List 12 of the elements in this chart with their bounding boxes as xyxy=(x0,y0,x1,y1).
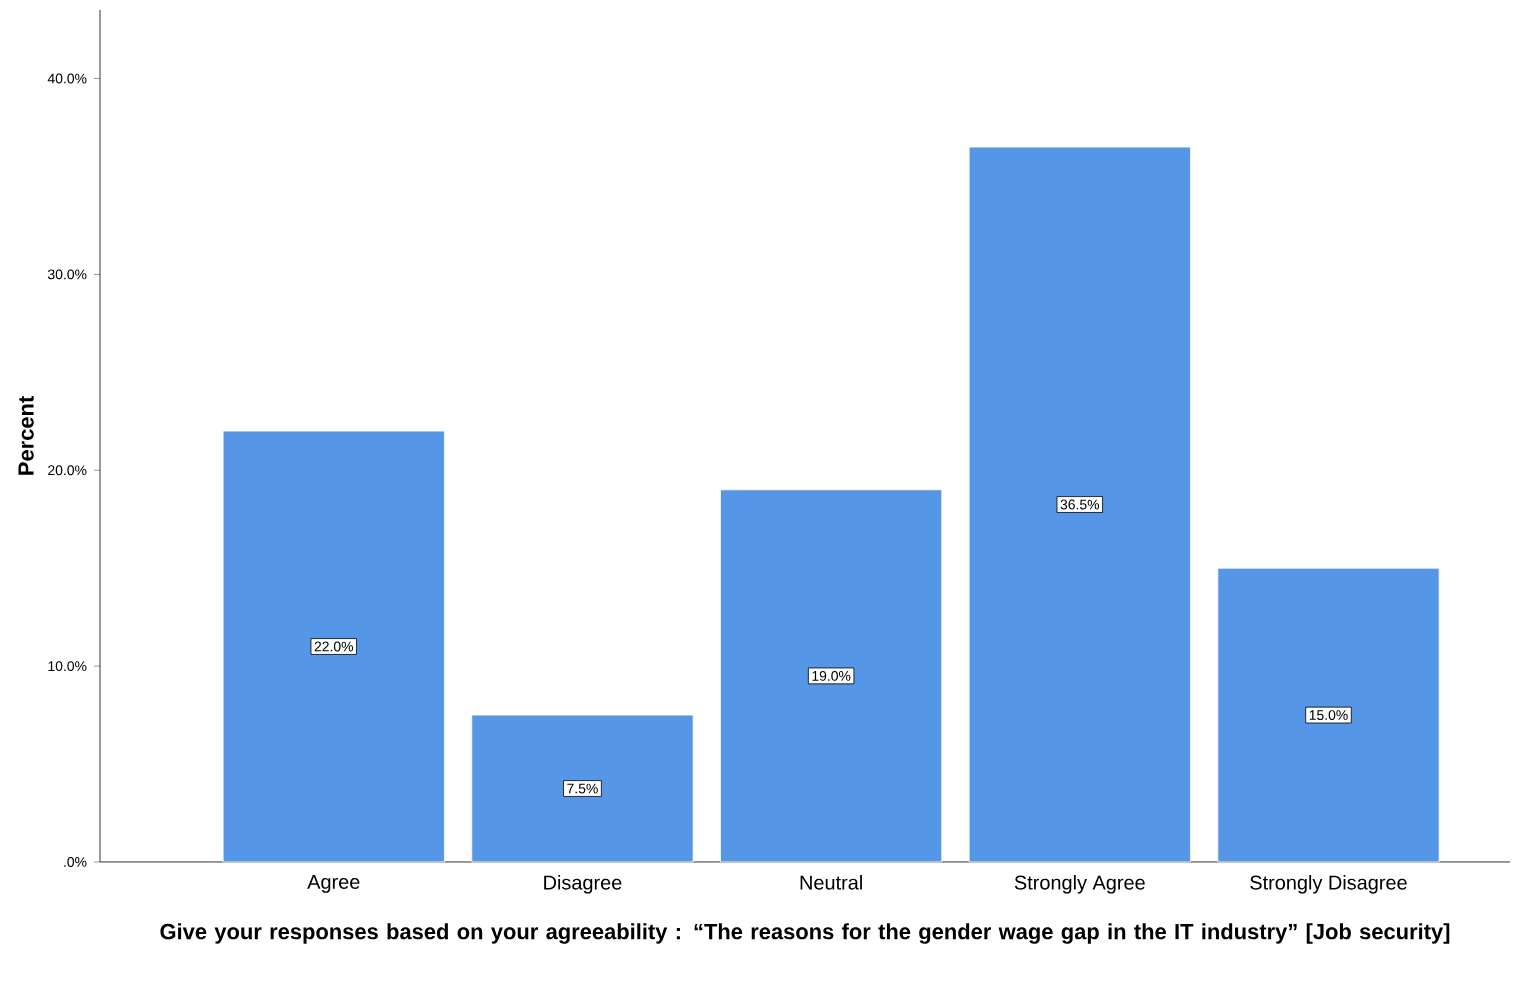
bar xyxy=(968,146,1191,863)
bar xyxy=(222,430,445,863)
x-tick-label: Agree xyxy=(307,875,360,893)
x-axis-title: Give your responses based on your agreeability : “The reasons for the gender wage gap in the IT industry” [Job security] xyxy=(160,923,1450,944)
bar xyxy=(720,489,943,863)
x-tick-label: Strongly Agree xyxy=(1014,875,1145,894)
x-tick-label: Neutral xyxy=(800,875,862,890)
bar xyxy=(471,714,694,863)
x-tick-label: Disagree xyxy=(544,875,622,894)
y-axis-title: Percent xyxy=(18,396,34,475)
bar xyxy=(1217,567,1440,863)
x-tick-label: Strongly Disagree xyxy=(1250,875,1407,894)
